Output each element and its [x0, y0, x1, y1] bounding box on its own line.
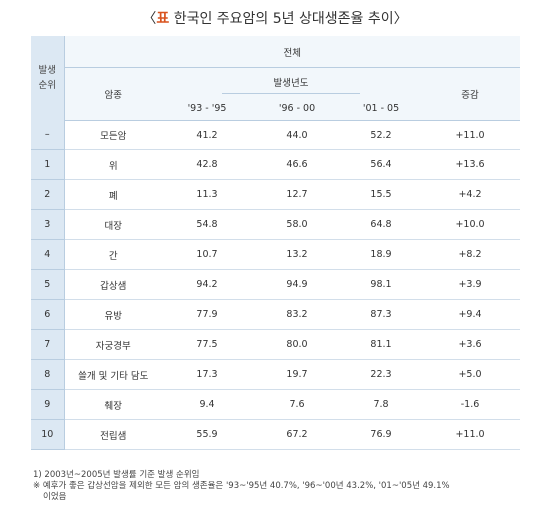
cancer-cell: 췌장 [64, 389, 162, 420]
table-row: 4 간 10.7 13.2 18.9 +8.2 [31, 239, 521, 270]
rate-1996-cell: 94.9 [252, 269, 342, 300]
rate-2001-cell: 87.3 [342, 299, 420, 330]
cancer-cell: 쓸개 및 기타 담도 [64, 359, 162, 390]
table-row: 5 갑상샘 94.2 94.9 98.1 +3.9 [31, 269, 521, 300]
cancer-cell: 유방 [64, 299, 162, 330]
survival-table: 발생 순위 전체 암종 발생년도 증감 '93 - '95 '96 - 00 '… [31, 36, 521, 450]
rate-2001-cell: 56.4 [342, 149, 420, 180]
rate-1996-cell: 83.2 [252, 299, 342, 330]
cancer-cell: 간 [64, 239, 162, 270]
footnote-2: ※ 예후가 좋은 갑상선암을 제외한 모든 암의 생존율은 '93~'95년 4… [33, 481, 450, 491]
rate-1993-cell: 42.8 [162, 149, 252, 180]
rate-1993-cell: 94.2 [162, 269, 252, 300]
title-close-bracket: 〉 [393, 11, 408, 27]
rate-2001-cell: 52.2 [342, 120, 420, 150]
footnote-2-continued: 이었음 [43, 492, 67, 502]
header-years: 발생년도 [162, 67, 420, 96]
change-cell: +3.6 [420, 329, 521, 360]
table-row: 8 쓸개 및 기타 담도 17.3 19.7 22.3 +5.0 [31, 359, 521, 390]
footnotes: 1) 2003년~2005년 발생률 기준 발생 순위임 ※ 예후가 좋은 갑상… [33, 470, 533, 503]
rate-1993-cell: 55.9 [162, 419, 252, 450]
rank-cell: 2 [31, 179, 65, 210]
header-total: 전체 [64, 36, 521, 68]
header-cancer: 암종 [64, 67, 162, 121]
title-text: 한국인 주요암의 5년 상대생존율 추이 [173, 11, 394, 27]
change-cell: +8.2 [420, 239, 521, 270]
survival-table-wrapper: 발생 순위 전체 암종 발생년도 증감 '93 - '95 '96 - 00 '… [31, 36, 521, 450]
table-body: – 모든암 41.2 44.0 52.2 +11.0 1 위 42.8 46.6 56.4 +13.6… [31, 120, 521, 450]
rate-2001-cell: 22.3 [342, 359, 420, 390]
table-row: 1 위 42.8 46.6 56.4 +13.6 [31, 149, 521, 180]
header-rank: 발생 순위 [31, 36, 65, 121]
cancer-cell: 위 [64, 149, 162, 180]
cancer-cell: 대장 [64, 209, 162, 240]
rate-1993-cell: 41.2 [162, 120, 252, 150]
header-years-label: 발생년도 [273, 78, 309, 89]
rate-1996-cell: 58.0 [252, 209, 342, 240]
change-cell: +11.0 [420, 419, 521, 450]
change-cell: +3.9 [420, 269, 521, 300]
change-cell: -1.6 [420, 389, 521, 420]
rate-2001-cell: 64.8 [342, 209, 420, 240]
rate-1996-cell: 80.0 [252, 329, 342, 360]
rank-cell: 7 [31, 329, 65, 360]
rate-1996-cell: 7.6 [252, 389, 342, 420]
table-title: 〈표 한국인 주요암의 5년 상대생존율 추이〉 [0, 8, 550, 28]
title-open-bracket: 〈 [142, 11, 157, 27]
rate-1993-cell: 54.8 [162, 209, 252, 240]
rank-cell: – [31, 120, 65, 150]
change-cell: +9.4 [420, 299, 521, 330]
rate-1993-cell: 17.3 [162, 359, 252, 390]
rank-cell: 5 [31, 269, 65, 300]
rate-2001-cell: 15.5 [342, 179, 420, 210]
rank-cell: 9 [31, 389, 65, 420]
rank-cell: 3 [31, 209, 65, 240]
table-row: 9 췌장 9.4 7.6 7.8 -1.6 [31, 389, 521, 420]
rate-1996-cell: 13.2 [252, 239, 342, 270]
change-cell: +13.6 [420, 149, 521, 180]
change-cell: +11.0 [420, 120, 521, 150]
cancer-cell: 전립샘 [64, 419, 162, 450]
table-row: 3 대장 54.8 58.0 64.8 +10.0 [31, 209, 521, 240]
header-years-divider [222, 93, 360, 94]
rate-2001-cell: 98.1 [342, 269, 420, 300]
rate-2001-cell: 81.1 [342, 329, 420, 360]
rate-1993-cell: 11.3 [162, 179, 252, 210]
rate-2001-cell: 7.8 [342, 389, 420, 420]
rate-2001-cell: 18.9 [342, 239, 420, 270]
cancer-cell: 갑상샘 [64, 269, 162, 300]
header-change: 증감 [420, 67, 521, 121]
change-cell: +4.2 [420, 179, 521, 210]
header-year-3: '01 - 05 [342, 96, 420, 121]
table-row: 2 폐 11.3 12.7 15.5 +4.2 [31, 179, 521, 210]
rate-1996-cell: 19.7 [252, 359, 342, 390]
table-row: 7 자궁경부 77.5 80.0 81.1 +3.6 [31, 329, 521, 360]
rank-cell: 1 [31, 149, 65, 180]
change-cell: +10.0 [420, 209, 521, 240]
cancer-cell: 폐 [64, 179, 162, 210]
rate-1996-cell: 12.7 [252, 179, 342, 210]
header-year-2: '96 - 00 [252, 96, 342, 121]
rate-1996-cell: 44.0 [252, 120, 342, 150]
rate-1993-cell: 77.9 [162, 299, 252, 330]
rate-1996-cell: 46.6 [252, 149, 342, 180]
rate-1996-cell: 67.2 [252, 419, 342, 450]
rate-2001-cell: 76.9 [342, 419, 420, 450]
rate-1993-cell: 10.7 [162, 239, 252, 270]
cancer-cell: 자궁경부 [64, 329, 162, 360]
rate-1993-cell: 77.5 [162, 329, 252, 360]
table-row: 6 유방 77.9 83.2 87.3 +9.4 [31, 299, 521, 330]
change-cell: +5.0 [420, 359, 521, 390]
rate-1993-cell: 9.4 [162, 389, 252, 420]
footnote-1: 1) 2003년~2005년 발생률 기준 발생 순위임 [33, 470, 200, 480]
header-year-1: '93 - '95 [162, 96, 252, 121]
cancer-cell: 모든암 [64, 120, 162, 150]
rank-cell: 6 [31, 299, 65, 330]
title-mark: 표 [156, 11, 170, 27]
table-row: – 모든암 41.2 44.0 52.2 +11.0 [31, 120, 521, 150]
rank-cell: 8 [31, 359, 65, 390]
table-row: 10 전립샘 55.9 67.2 76.9 +11.0 [31, 419, 521, 450]
rank-cell: 10 [31, 419, 65, 450]
rank-cell: 4 [31, 239, 65, 270]
